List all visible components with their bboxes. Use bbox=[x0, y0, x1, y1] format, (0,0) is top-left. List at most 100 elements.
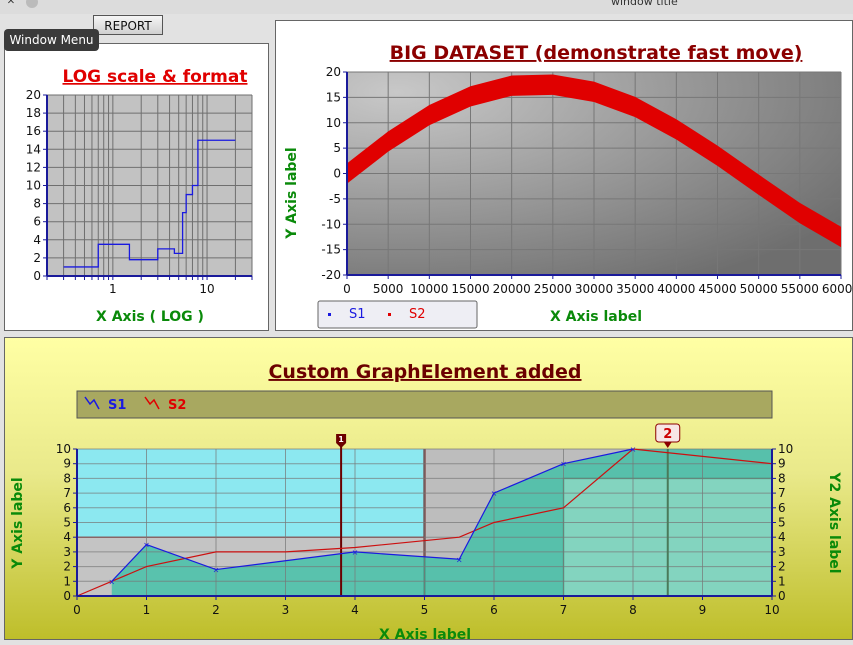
series-point-s1: × bbox=[213, 566, 220, 575]
x-tick-label: 40000 bbox=[657, 282, 695, 296]
series-line-s1 bbox=[111, 448, 634, 582]
y2-tick-label: 1 bbox=[778, 574, 786, 588]
minimize-icon[interactable] bbox=[26, 0, 38, 8]
x-tick-label: 7 bbox=[560, 603, 568, 617]
x-tick-label: 35000 bbox=[616, 282, 654, 296]
app-icon[interactable]: ✕ bbox=[6, 0, 16, 7]
y-tick-label: 8 bbox=[33, 197, 41, 211]
series-point-s1: × bbox=[630, 445, 637, 454]
y2-tick-label: 10 bbox=[778, 442, 793, 456]
legend-marker-s2 bbox=[388, 313, 391, 316]
series-point-s1: × bbox=[491, 489, 498, 498]
log-chart-panel: LOG scale & format 0 2 4 6 8 10 12 14 16 18 20 1 10 … bbox=[4, 43, 269, 331]
x-tick-label: 6 bbox=[490, 603, 498, 617]
legend-marker-s1 bbox=[328, 313, 331, 316]
legend[interactable]: S1 S2 bbox=[317, 300, 478, 329]
y-tick-label: 5 bbox=[333, 141, 341, 155]
y-axis-label: Y Axis label bbox=[10, 477, 26, 569]
y-tick-label: 10 bbox=[56, 442, 71, 456]
series-point-s1: × bbox=[108, 577, 115, 586]
x-tick-label: 8 bbox=[629, 603, 637, 617]
x-tick-label: 10000 bbox=[410, 282, 448, 296]
x-tick-label: 10 bbox=[764, 603, 779, 617]
y-tick-label: -15 bbox=[321, 243, 341, 257]
chart-title: BIG DATASET (demonstrate fast move) bbox=[390, 42, 803, 64]
title-bar: ✕ window title bbox=[0, 0, 853, 14]
legend-marker-s2 bbox=[144, 396, 160, 410]
chart-title: LOG scale & format bbox=[62, 67, 247, 87]
y-tick-label: 0 bbox=[63, 589, 71, 603]
legend-label-s2: S2 bbox=[168, 398, 186, 413]
window-title: window title bbox=[611, 0, 678, 8]
y-tick-label: 1 bbox=[63, 574, 71, 588]
x-tick-label: 45000 bbox=[698, 282, 736, 296]
marker-1-label: 1 bbox=[338, 435, 344, 444]
x-tick-label: 0 bbox=[73, 603, 81, 617]
series-point-s1: × bbox=[456, 555, 463, 564]
x-tick-label: 5000 bbox=[373, 282, 404, 296]
marker-2-pointer bbox=[663, 442, 672, 448]
y2-tick-label: 9 bbox=[778, 457, 786, 471]
legend-label-s2: S2 bbox=[409, 307, 426, 322]
x-axis-label: X Axis label bbox=[550, 309, 642, 325]
y-tick-label: 14 bbox=[26, 142, 41, 156]
y-tick-label: 18 bbox=[26, 106, 41, 120]
big-dataset-chart: BIG DATASET (demonstrate fast move) -20 -… bbox=[284, 42, 853, 329]
x-axis-label: X Axis ( LOG ) bbox=[96, 309, 204, 325]
y2-tick-label: 6 bbox=[778, 501, 786, 515]
chart-title: Custom GraphElement added bbox=[268, 361, 581, 383]
y2-tick-label: 3 bbox=[778, 545, 786, 559]
marker-1-flag bbox=[336, 434, 347, 448]
series-line bbox=[63, 139, 236, 268]
x-tick-label: 2 bbox=[212, 603, 220, 617]
y2-axis-label: Y2 Axis label bbox=[826, 471, 842, 573]
y2-tick-label: 4 bbox=[778, 530, 786, 544]
y2-tick-label: 2 bbox=[778, 560, 786, 574]
y-tick-label: 10 bbox=[26, 179, 41, 193]
legend-label-s1: S1 bbox=[349, 307, 366, 322]
series-point-s1: × bbox=[143, 541, 150, 550]
y-tick-label: 4 bbox=[63, 530, 71, 544]
y2-tick-label: 7 bbox=[778, 486, 786, 500]
y-tick-label: 10 bbox=[326, 116, 341, 130]
x-tick-label: 25000 bbox=[534, 282, 572, 296]
report-button[interactable]: REPORT bbox=[93, 15, 163, 35]
x-tick-label: 10 bbox=[199, 282, 214, 296]
legend-marker-s1 bbox=[84, 396, 100, 410]
big-dataset-panel: BIG DATASET (demonstrate fast move) -20 -… bbox=[275, 20, 853, 331]
y2-tick-label: 8 bbox=[778, 471, 786, 485]
series-point-s1: × bbox=[352, 548, 359, 557]
y-tick-label: 15 bbox=[326, 90, 341, 104]
x-tick-label: 60000 bbox=[822, 282, 853, 296]
y-tick-label: 9 bbox=[63, 457, 71, 471]
y-tick-label: 7 bbox=[63, 486, 71, 500]
y2-tick-label: 5 bbox=[778, 516, 786, 530]
y-tick-label: 16 bbox=[26, 124, 41, 138]
y-tick-label: -5 bbox=[329, 192, 341, 206]
x-tick-label: 30000 bbox=[575, 282, 613, 296]
y-tick-label: 0 bbox=[33, 269, 41, 283]
x-tick-label: 3 bbox=[282, 603, 290, 617]
y2-tick-label: 0 bbox=[778, 589, 786, 603]
y-tick-label: 5 bbox=[63, 516, 71, 530]
marker-2-label: 2 bbox=[663, 427, 672, 442]
y-axis-label: Y Axis label bbox=[284, 147, 300, 239]
custom-chart: Custom GraphElement added S1 S2 1 2××××××… bbox=[10, 361, 842, 643]
y-tick-label: 0 bbox=[333, 167, 341, 181]
x-tick-label: 50000 bbox=[740, 282, 778, 296]
series-point-s1: × bbox=[560, 460, 567, 469]
y-tick-label: 2 bbox=[63, 560, 71, 574]
y-tick-label: 4 bbox=[33, 233, 41, 247]
y-tick-label: 6 bbox=[63, 501, 71, 515]
y-tick-label: 2 bbox=[33, 251, 41, 265]
x-tick-label: 1 bbox=[143, 603, 151, 617]
x-tick-label: 5 bbox=[421, 603, 429, 617]
x-axis-label: X Axis label bbox=[379, 627, 471, 641]
y-tick-label: -10 bbox=[321, 217, 341, 231]
series-line-s2 bbox=[76, 448, 773, 597]
y-tick-label: -20 bbox=[321, 268, 341, 282]
legend[interactable]: S1 S2 bbox=[76, 390, 773, 419]
y-tick-label: 6 bbox=[33, 215, 41, 229]
custom-chart-panel: Custom GraphElement added S1 S2 1 2 × × × × × ×… bbox=[4, 337, 853, 643]
